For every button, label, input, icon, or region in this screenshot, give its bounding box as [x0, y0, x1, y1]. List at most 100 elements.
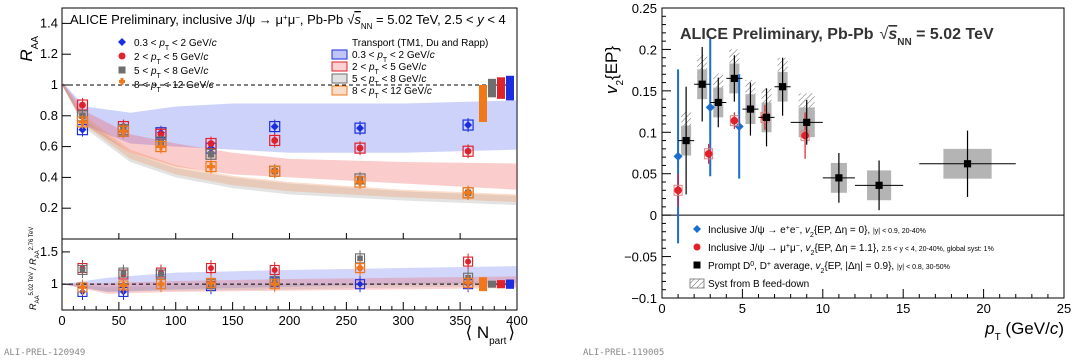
plot-id-left: ALI-PREL-120949: [4, 348, 85, 358]
legend-marker-orange: [119, 78, 125, 85]
syst-box: [800, 130, 810, 142]
v2-legend-0: Inclusive J/ψ → e+e−, v2{EP, Δη = 0}, |y…: [708, 225, 926, 239]
ratio-model-band: [62, 276, 517, 294]
raa-panel: 0 50 100 150 200 250 300 350 400 0.2 0.4 0.6 0.8 1 1.2…: [4, 7, 528, 358]
x-tick-label: 5: [739, 301, 746, 316]
y-tick-label: 0.05: [632, 167, 657, 182]
v2-legend-1: Inclusive J/ψ → μ+μ−, v2{EP, Δη = 1.1}, …: [708, 243, 994, 257]
ratio-point: [119, 281, 127, 289]
raa-legend-left: 0.3 < pT < 2 GeV/c 2 < pT < 5 GeV/c 5 < …: [118, 38, 217, 94]
v2-legend-marker-0: [693, 225, 701, 233]
x-tick-label: 400: [506, 313, 528, 328]
x-tick-label: 250: [336, 313, 358, 328]
ratio-point: [157, 280, 165, 288]
ratio-point: [158, 271, 164, 278]
model-band: [62, 81, 517, 203]
v2-legend-syst-box: [689, 278, 705, 289]
data-point: [356, 178, 365, 187]
raa-legend-right: Transport (TM1, Du and Rapp) 0.3 < pT < …: [331, 38, 488, 100]
legend-marker-red: [118, 52, 126, 60]
ratio-point: [78, 283, 86, 291]
legend-left-1: 2 < pT < 5 GeV/c: [134, 52, 208, 66]
ratio-model-band: [62, 280, 517, 292]
ratio-global-uncertainty-box: [506, 279, 514, 289]
y-tick-label: −0.1: [631, 291, 657, 306]
y-tick-label: 0.6: [40, 139, 58, 154]
v2-frame: [661, 7, 1065, 299]
x-tick-label: 300: [392, 313, 414, 328]
data-point: [157, 130, 165, 138]
syst-box: [673, 184, 683, 196]
y-tick-label: 0.2: [639, 42, 657, 57]
data-point: [156, 142, 165, 151]
legend-left-2: 5 < pT < 8 GeV/c: [134, 66, 208, 80]
ratio-point: [208, 265, 214, 272]
ratio-ylabel: RAA5.02 TeV/ RAA2.76 TeV: [28, 227, 41, 310]
data-point: [78, 125, 87, 134]
data-point: [673, 151, 683, 161]
y-tick-label: −0.05: [624, 250, 657, 265]
raa-ylabel: RAA: [17, 36, 41, 62]
legend-band-gray: [331, 73, 348, 84]
data-point: [119, 127, 128, 136]
data-point: [779, 83, 787, 91]
data-point: [207, 151, 215, 158]
data-point: [207, 162, 216, 171]
data-point: [78, 117, 87, 126]
global-uncertainty-box: [479, 85, 487, 122]
y-tick-label: 1.2: [40, 46, 58, 61]
data-point: [875, 181, 883, 189]
ratio-y-tick-label: 1: [51, 276, 58, 291]
data-point: [963, 160, 972, 168]
legend-band-orange: [331, 85, 348, 96]
ratio-point: [356, 264, 364, 272]
legend-band-red: [331, 61, 348, 72]
global-uncertainty-box: [497, 77, 505, 99]
y-tick-label: 1: [51, 77, 58, 92]
data-point: [705, 102, 715, 112]
data-point: [270, 122, 279, 131]
y-tick-label: 1.4: [40, 15, 58, 30]
legend-right-1: 2 < pT < 5 GeV/c: [352, 62, 426, 76]
legend-band-blue: [331, 49, 348, 60]
y-tick-label: 0.2: [40, 200, 58, 215]
global-uncertainty-box: [488, 78, 496, 98]
v2-xlabel: pT (GeV/c): [984, 319, 1064, 343]
x-tick-label: 25: [1057, 301, 1071, 316]
data-point: [464, 121, 473, 130]
data-point: [356, 144, 364, 152]
syst-box: [729, 115, 739, 127]
legend-right-0: 0.3 < pT < 2 GeV/c: [352, 50, 435, 64]
x-tick-label: 15: [896, 301, 910, 316]
legend-right-3: 8 < pT < 12 GeV/c: [352, 86, 432, 100]
v2-panel: 0 5 10 15 20 25 −0.1 −0.05 0 0.05 0.1 0.15 0.2 0.25 A…: [583, 1, 1071, 358]
data-point: [271, 137, 279, 144]
data-point: [801, 131, 809, 140]
ratio-point: [357, 255, 363, 262]
legend-marker-blue: [118, 38, 126, 46]
legend-left-3: 8 < pT < 12 GeV/c: [134, 80, 214, 94]
legend-left-0: 0.3 < pT < 2 GeV/c: [134, 38, 217, 52]
model-band: [62, 81, 517, 190]
x-tick-label: 50: [112, 313, 126, 328]
y-tick-label: 0.15: [632, 84, 657, 99]
global-uncertainty-box: [506, 75, 514, 101]
legend-right-title: Transport (TM1, Du and Rapp): [352, 38, 488, 49]
v2-ylabel: v2{EP}: [602, 46, 626, 94]
data-point: [682, 136, 690, 145]
v2-legend-marker-2: [693, 261, 701, 269]
v2-legend-2: Prompt D0, D+ average, v2{EP, |Δη| = 0.9…: [708, 261, 950, 275]
data-point: [714, 98, 722, 107]
data-point: [464, 188, 473, 197]
ratio-point: [271, 267, 278, 273]
data-point: [746, 105, 755, 113]
x-tick-label: 0: [658, 301, 665, 316]
x-tick-label: 100: [165, 313, 187, 328]
ratio-point: [271, 280, 279, 288]
plot-id-right: ALI-PREL-119005: [583, 348, 664, 358]
x-tick-label: 20: [976, 301, 990, 316]
x-tick-label: 10: [816, 301, 830, 316]
data-point: [803, 118, 811, 126]
y-tick-label: 0: [650, 208, 657, 223]
